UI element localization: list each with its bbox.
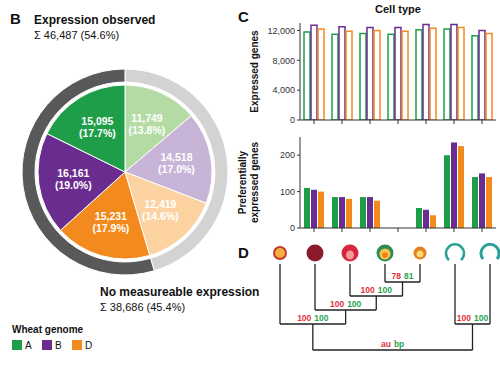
svg-text:No measureable expression: No measureable expression [100,285,259,299]
svg-text:Wheat genome: Wheat genome [12,324,84,335]
svg-text:expressed genes: expressed genes [249,141,260,223]
svg-text:Expression observed: Expression observed [34,13,155,27]
svg-text:7881: 7881 [392,271,414,281]
svg-text:15,231(17.9%): 15,231(17.9%) [92,210,129,234]
svg-text:100100: 100100 [330,299,362,309]
svg-text:aubp: aubp [381,339,404,349]
svg-text:100100: 100100 [297,313,329,323]
svg-text:B: B [10,10,21,27]
svg-text:8,000: 8,000 [272,56,295,66]
svg-text:B: B [55,340,62,351]
svg-text:4,000: 4,000 [272,85,295,95]
svg-text:A: A [25,340,32,351]
svg-text:C: C [238,8,249,25]
svg-text:12,419(14.6%): 12,419(14.6%) [142,198,179,222]
svg-text:0: 0 [290,223,295,233]
svg-text:16,161(19.0%): 16,161(19.0%) [55,167,92,191]
svg-text:11,749(13.8%): 11,749(13.8%) [129,112,166,136]
svg-text:Cell type: Cell type [375,3,421,15]
svg-text:100100: 100100 [457,313,489,323]
svg-text:Preferentially: Preferentially [237,150,248,214]
svg-text:100100: 100100 [361,285,393,295]
svg-text:D: D [85,340,92,351]
svg-text:Σ 38,686 (45.4%): Σ 38,686 (45.4%) [100,301,185,313]
svg-text:Σ 46,487 (54.6%): Σ 46,487 (54.6%) [34,29,119,41]
svg-text:D: D [238,244,249,261]
svg-text:Expressed genes: Expressed genes [249,30,260,113]
svg-text:200: 200 [280,150,295,160]
svg-text:14,518(17.0%): 14,518(17.0%) [158,151,195,175]
svg-text:0: 0 [290,115,295,125]
svg-text:15,095(17.7%): 15,095(17.7%) [79,115,116,139]
svg-text:100: 100 [280,187,295,197]
svg-text:12,000: 12,000 [267,26,295,36]
